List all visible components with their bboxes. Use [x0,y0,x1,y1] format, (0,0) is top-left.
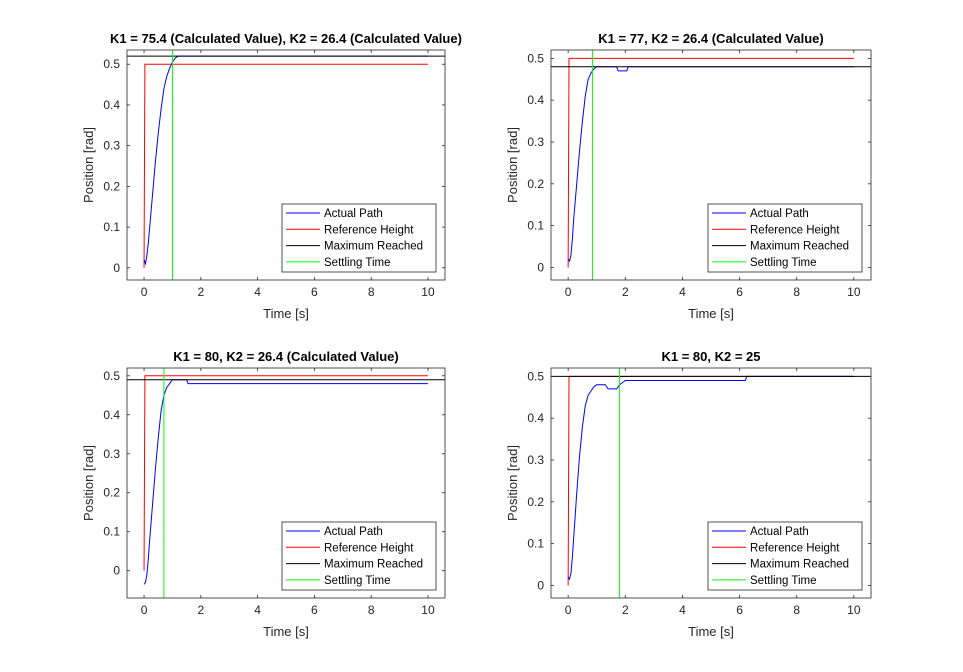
y-tick-label: 0.1 [103,525,120,539]
x-tick-label: 2 [197,603,204,617]
y-tick-label: 0.5 [527,369,544,383]
y-axis-label: Position [rad] [81,127,96,203]
legend-label: Maximum Reached [750,241,849,253]
legend-label: Actual Path [750,208,809,220]
x-tick-label: 4 [679,603,686,617]
y-tick-label: 0.4 [103,98,120,112]
legend-box [281,521,437,591]
y-axis-label: Position [rad] [81,445,96,521]
y-tick-label: 0.3 [527,453,544,467]
legend-label: Maximum Reached [750,559,849,571]
legend-box [707,203,863,273]
y-tick-label: 0.4 [103,408,120,422]
legend-label: Settling Time [750,257,816,269]
y-tick-label: 0.3 [103,139,120,153]
y-tick-label: 0.5 [527,51,544,65]
x-tick-label: 4 [679,285,686,299]
y-tick-label: 0.2 [103,179,120,193]
legend-label: Actual Path [324,526,383,538]
legend-label: Reference Height [324,542,414,554]
y-tick-label: 0.2 [103,486,120,500]
x-tick-label: 8 [793,285,800,299]
chart-title: K1 = 77, K2 = 26.4 (Calculated Value) [598,31,823,46]
legend-label: Actual Path [750,526,809,538]
y-tick-label: 0.3 [527,135,544,149]
y-axis-label: Position [rad] [505,445,520,521]
x-tick-label: 0 [141,285,148,299]
y-tick-label: 0.5 [103,369,120,383]
series-line-reference-height [567,57,854,268]
axes-box [550,367,872,599]
x-axis-label: Time [s] [263,306,309,321]
x-tick-label: 10 [421,603,435,617]
legend: Actual Path Reference Height Maximum Reach… [281,203,437,273]
axes-box [126,49,446,281]
x-axis-label: Time [s] [263,624,309,639]
chart-panel-1: 0 2 4 6 8 10 0 0.1 0.2 0.3 0.4 0.5 K1 = 75.4 (Calcul… [81,31,462,321]
chart-panel-2: 0 2 4 6 8 10 0 0.1 0.2 0.3 0.4 0.5 K1 = 77, K2 = 26.… [505,31,872,321]
x-tick-label: 2 [197,285,204,299]
series-line-reference-height [143,63,428,268]
chart-title: K1 = 80, K2 = 25 [661,349,760,364]
axes-box [126,367,446,599]
legend: Actual Path Reference Height Maximum Reach… [281,521,437,591]
y-tick-label: 0.5 [103,57,120,71]
y-tick-label: 0.1 [103,220,120,234]
y-tick-label: 0.1 [527,537,544,551]
x-tick-label: 6 [736,603,743,617]
y-tick-label: 0.2 [527,495,544,509]
legend-box [707,521,863,591]
axes-box [550,49,872,281]
legend-label: Reference Height [750,542,840,554]
x-tick-label: 0 [565,603,572,617]
legend-label: Reference Height [750,224,840,236]
legend-label: Maximum Reached [324,241,423,253]
x-tick-label: 10 [847,285,861,299]
x-tick-label: 8 [793,603,800,617]
y-tick-label: 0 [113,261,120,275]
series-line-reference-height [143,375,428,571]
x-tick-label: 4 [254,285,261,299]
x-tick-label: 6 [311,603,318,617]
x-tick-label: 8 [368,285,375,299]
x-tick-label: 0 [565,285,572,299]
y-tick-label: 0.4 [527,93,544,107]
y-tick-label: 0.2 [527,177,544,191]
legend-label: Settling Time [324,575,390,587]
legend-label: Settling Time [324,257,390,269]
legend: Actual Path Reference Height Maximum Reach… [707,521,863,591]
x-tick-label: 4 [254,603,261,617]
legend: Actual Path Reference Height Maximum Reach… [707,203,863,273]
y-tick-label: 0.1 [527,219,544,233]
legend-box [281,203,437,273]
y-tick-label: 0 [537,578,544,592]
series-line-actual-path [567,66,854,263]
y-tick-label: 0.3 [103,447,120,461]
chart-panel-4: 0 2 4 6 8 10 0 0.1 0.2 0.3 0.4 0.5 K1 = 80, K2 = 25 T… [505,349,872,639]
x-tick-label: 0 [141,603,148,617]
x-tick-label: 6 [311,285,318,299]
chart-title: K1 = 75.4 (Calculated Value), K2 = 26.4 … [110,31,462,46]
x-axis-label: Time [s] [688,306,734,321]
y-axis-label: Position [rad] [505,127,520,203]
x-tick-label: 2 [622,285,629,299]
x-tick-label: 6 [736,285,743,299]
legend-label: Reference Height [324,224,414,236]
x-tick-label: 8 [368,603,375,617]
x-tick-label: 10 [421,285,435,299]
series-line-actual-path [143,55,428,266]
x-axis-label: Time [s] [688,624,734,639]
series-line-actual-path [567,375,854,581]
legend-label: Maximum Reached [324,559,423,571]
chart-title: K1 = 80, K2 = 26.4 (Calculated Value) [173,349,398,364]
x-tick-label: 10 [847,603,861,617]
chart-panel-3: 0 2 4 6 8 10 0 0.1 0.2 0.3 0.4 0.5 K1 = 80, K2 = 26.… [81,349,446,639]
y-tick-label: 0 [113,564,120,578]
legend-label: Actual Path [324,208,383,220]
y-tick-label: 0 [537,260,544,274]
x-tick-label: 2 [622,603,629,617]
legend-label: Settling Time [750,575,816,587]
y-tick-label: 0.4 [527,411,544,425]
